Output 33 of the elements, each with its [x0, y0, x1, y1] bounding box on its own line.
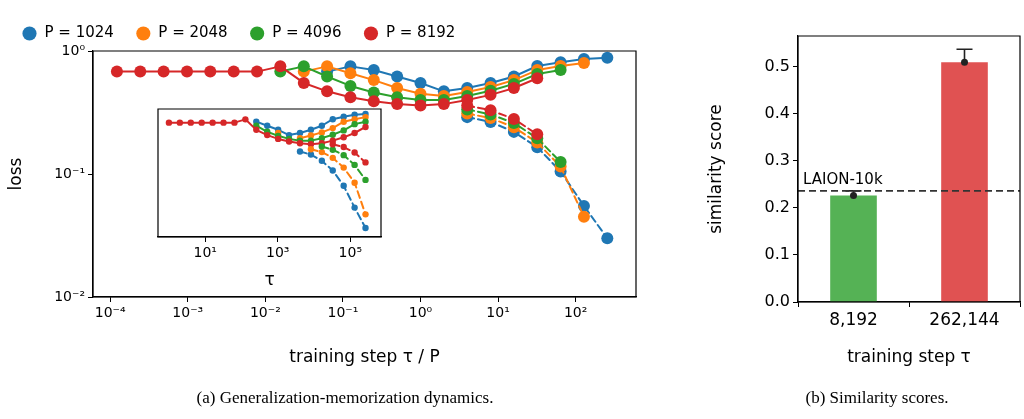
- y-axis-title: similarity score: [704, 104, 725, 234]
- x-tick-label: 10⁻⁴: [94, 304, 126, 321]
- legend-label: P = 8192: [385, 23, 456, 42]
- x-tick-label: 10²: [563, 304, 588, 321]
- legend-label: P = 2048: [158, 23, 228, 42]
- y-tick-label: 0.4: [764, 102, 790, 122]
- x-tick-label: 10⁵: [338, 244, 363, 261]
- y-tick-label: 10⁻¹: [54, 164, 85, 181]
- x-tick-label: 10³: [266, 244, 290, 261]
- x-tick-label: 262,144: [929, 308, 1000, 329]
- x-tick-label: 10⁻¹: [327, 304, 359, 321]
- x-tick-label: 10⁻²: [249, 304, 281, 321]
- y-tick-label: 10⁻²: [54, 287, 85, 304]
- legend-label: P = 1024: [44, 23, 114, 42]
- y-tick-label: 0.1: [764, 244, 790, 264]
- x-tick-label: 10¹: [486, 304, 510, 321]
- y-tick-label: 0.0: [764, 291, 790, 311]
- text: (b) Similarity scores.: [804, 388, 950, 408]
- x-axis-title: τ: [264, 269, 275, 290]
- y-tick-label: 0.3: [764, 149, 790, 169]
- x-tick-label: 8,192: [829, 308, 878, 329]
- legend-label: P = 4096: [272, 23, 342, 42]
- ref-line-label: LAION-10k: [803, 170, 883, 189]
- x-tick-label: 10⁻³: [172, 304, 204, 321]
- y-tick-label: 0.2: [764, 197, 790, 216]
- text: (a) Generalization-memorization dynamics.: [195, 388, 495, 408]
- y-tick-label: 10⁰: [61, 41, 86, 58]
- x-axis-title: training step τ / P: [289, 346, 440, 367]
- y-axis-title: loss: [4, 157, 25, 191]
- x-tick-label: 10¹: [193, 244, 217, 261]
- y-tick-label: 0.5: [764, 55, 790, 75]
- x-axis-title: training step τ: [847, 346, 971, 367]
- x-tick-label: 10⁰: [408, 304, 433, 321]
